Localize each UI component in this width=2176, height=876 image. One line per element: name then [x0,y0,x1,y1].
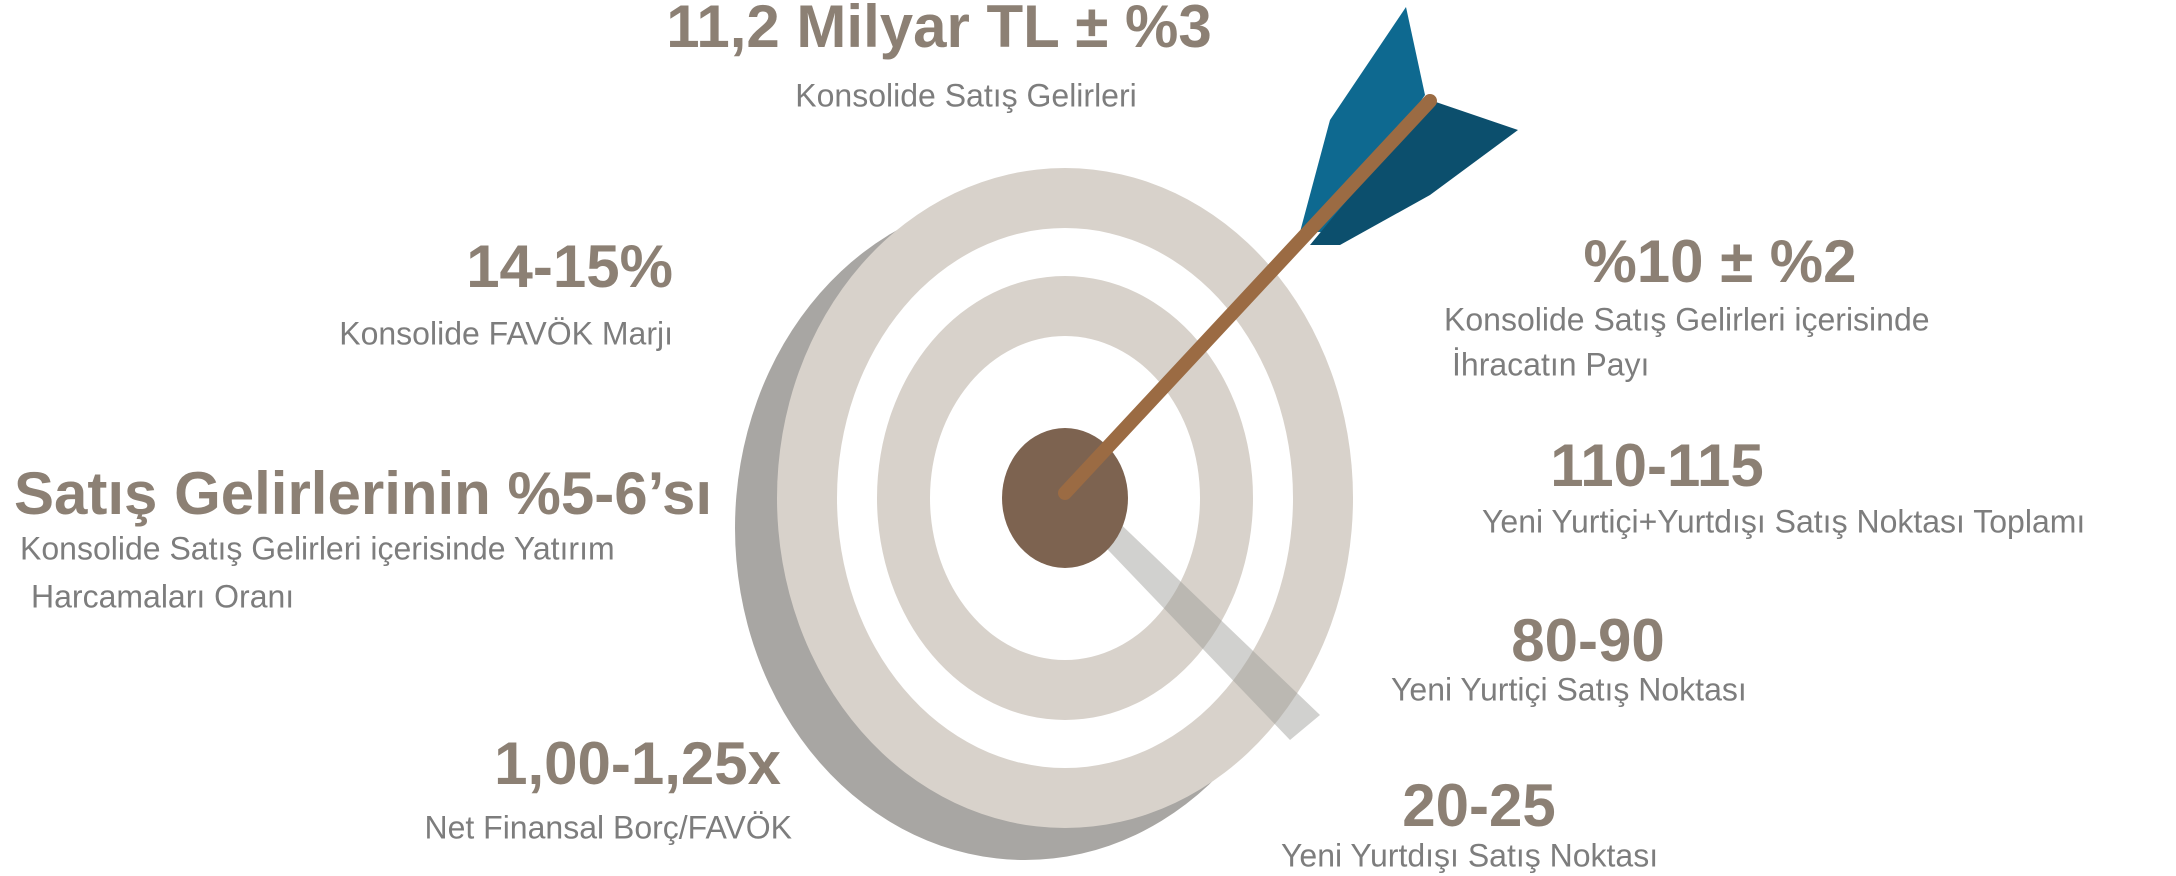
metric-label: Konsolide Satış Gelirleri [795,77,1136,113]
arrow [1058,7,1518,500]
metric-value: 11,2 Milyar TL ± %3 [666,0,1211,60]
arrow-shadow [1065,490,1320,740]
metric-label: Konsolide Satış Gelirleri içerisinde [1444,301,1930,337]
metric-value: %10 ± %2 [1583,228,1856,295]
arrow-feather [1310,100,1518,245]
metric-label: Yeni Yurtiçi Satış Noktası [1391,671,1747,707]
metric-label: Yeni Yurtdışı Satış Noktası [1281,837,1658,873]
metric-label: Net Finansal Borç/FAVÖK [424,809,792,845]
arrow-shaft [1058,94,1437,500]
metric-value: 20-25 [1402,772,1555,839]
metrics: 11,2 Milyar TL ± %3 Konsolide Satış Gelir… [14,0,2085,873]
metric-label: Konsolide Satış Gelirleri içerisinde Yat… [20,530,615,566]
metric-value: 80-90 [1511,607,1664,674]
metric-value: Satış Gelirlerinin %5-6’sı [14,460,712,527]
target [735,168,1353,860]
arrow-feather [1300,7,1425,232]
metric-label: Konsolide FAVÖK Marjı [339,315,673,351]
metric-label: Harcamaları Oranı [31,578,294,614]
metric-value: 14-15% [466,233,673,300]
metric-label: İhracatın Payı [1452,346,1649,382]
metric-label: Yeni Yurtiçi+Yurtdışı Satış Noktası Topl… [1482,503,2085,539]
metric-value: 1,00-1,25x [494,730,781,797]
metric-value: 110-115 [1550,432,1764,499]
